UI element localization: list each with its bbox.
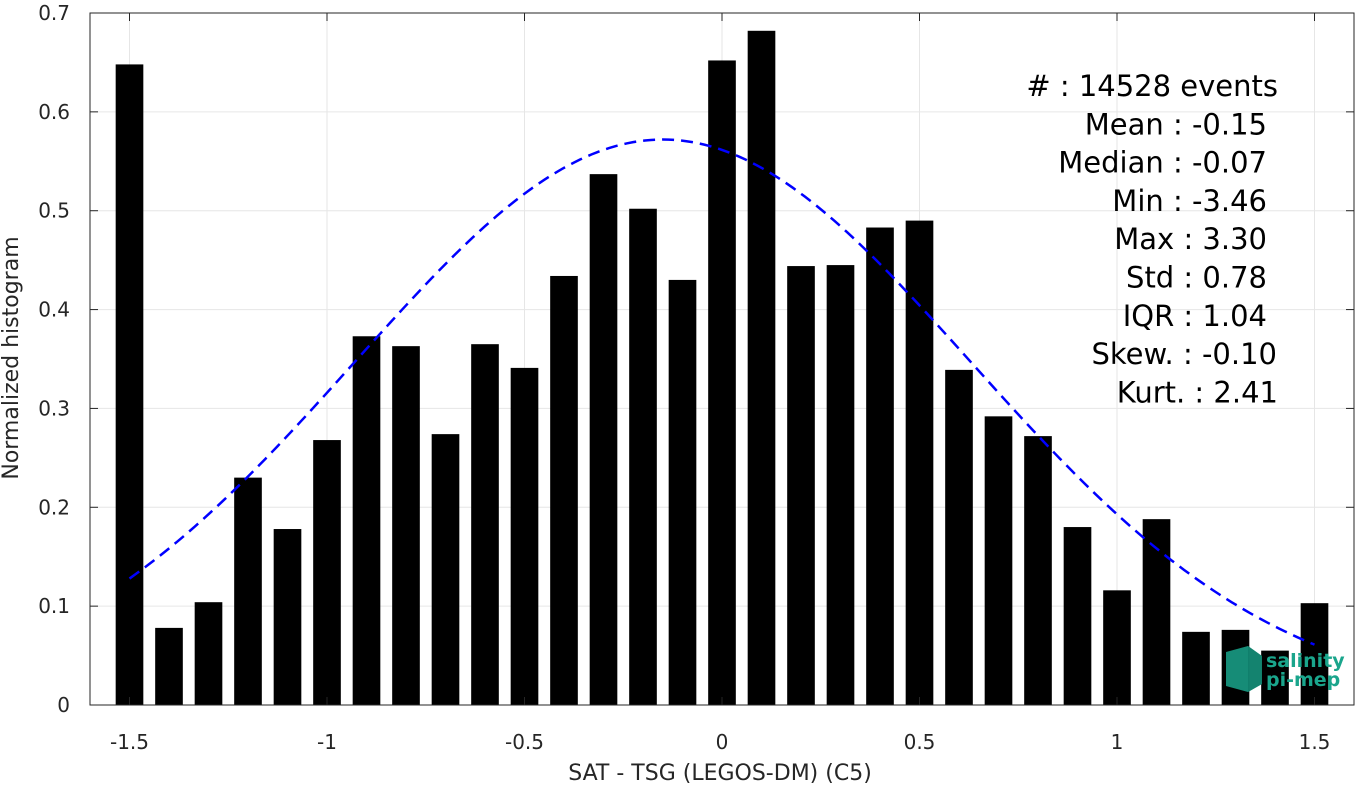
- stat-line: Kurt. : 2.41: [1117, 375, 1278, 409]
- stat-line: IQR : 1.04: [1123, 299, 1267, 333]
- statistics-box: # : 14528 events Mean : -0.15 Median : -0.…: [1026, 69, 1278, 409]
- histogram-bar: [273, 529, 302, 705]
- histogram-bar: [866, 227, 894, 705]
- normal-fit-curve: [128, 138, 1315, 646]
- histogram-bar: [550, 275, 578, 705]
- y-tick-label: 0.6: [38, 100, 70, 124]
- x-tick-label: 1.5: [1299, 730, 1331, 754]
- histogram-bar: [194, 602, 223, 705]
- histogram-bar: [668, 279, 697, 705]
- logo-line2: pi-mep: [1266, 669, 1340, 691]
- logo-cube-shade: [1248, 646, 1262, 692]
- histogram-bar: [155, 627, 183, 705]
- y-tick-label: 0.5: [38, 199, 70, 223]
- y-tick-label: 0.3: [38, 396, 70, 420]
- histogram-bar: [392, 346, 420, 705]
- stat-line: Max : 3.30: [1114, 222, 1267, 256]
- histogram-bar: [629, 208, 657, 706]
- histogram-bar: [1024, 436, 1052, 705]
- logo-line1: salinity: [1266, 650, 1345, 672]
- histogram-bar: [1103, 590, 1131, 705]
- histogram-bar: [431, 434, 460, 705]
- histogram-bar: [1261, 650, 1289, 705]
- stat-line: Std : 0.78: [1126, 261, 1267, 295]
- stat-line: # : 14528 events: [1026, 69, 1278, 103]
- histogram-bar: [589, 174, 618, 705]
- histogram-bar: [1182, 631, 1210, 705]
- histogram-bar: [826, 265, 855, 705]
- x-axis-ticks: -1.5 -1 -0.5 0 0.5 1 1.5: [110, 13, 1330, 754]
- histogram-bar: [747, 30, 776, 705]
- histogram-bars: [115, 30, 1329, 706]
- y-axis-label: Normalized histogram: [0, 236, 24, 479]
- stat-line: Min : -3.46: [1112, 184, 1267, 218]
- stat-line: Median : -0.07: [1058, 146, 1267, 180]
- x-tick-label: 0.5: [904, 730, 936, 754]
- histogram-bar: [115, 64, 144, 706]
- histogram-bar: [787, 266, 815, 705]
- x-tick-label: 1: [1111, 730, 1124, 754]
- x-tick-label: -1: [317, 730, 337, 754]
- histogram-bar: [313, 440, 341, 705]
- x-tick-label: -0.5: [505, 730, 544, 754]
- histogram-bar: [510, 367, 539, 705]
- y-tick-label: 0.4: [38, 298, 70, 322]
- y-tick-label: 0.2: [38, 495, 70, 519]
- histogram-bar: [905, 220, 934, 705]
- y-tick-label: 0.1: [38, 594, 70, 618]
- stat-line: Mean : -0.15: [1085, 107, 1267, 141]
- y-tick-label: 0: [57, 693, 70, 717]
- y-tick-label: 0.7: [38, 1, 70, 25]
- x-axis-label: SAT - TSG (LEGOS-DM) (C5): [568, 761, 872, 785]
- histogram-bar: [945, 369, 973, 705]
- salinity-pimep-logo: salinity pi-mep: [1226, 646, 1345, 692]
- x-tick-label: -1.5: [110, 730, 149, 754]
- histogram-bar: [234, 477, 262, 705]
- histogram-bar: [352, 336, 381, 705]
- histogram-bar: [1063, 527, 1092, 705]
- y-axis-ticks: 0 0.1 0.2 0.3 0.4 0.5 0.6 0.7: [38, 1, 1354, 717]
- histogram-bar: [708, 60, 736, 706]
- x-tick-label: 0: [716, 730, 729, 754]
- histogram-bar: [471, 344, 499, 705]
- histogram-bar: [1142, 519, 1171, 705]
- stat-line: Skew. : -0.10: [1091, 337, 1277, 371]
- histogram-bar: [1300, 603, 1329, 705]
- histogram-bar: [984, 416, 1013, 705]
